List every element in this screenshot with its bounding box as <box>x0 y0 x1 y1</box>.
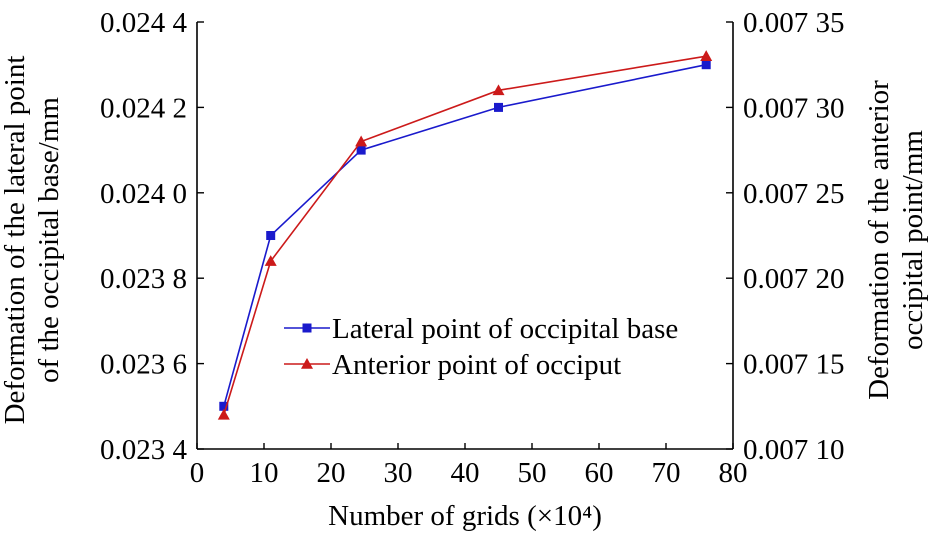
series-1-point <box>494 102 503 112</box>
y-left-tick-label: 0.023 8 <box>100 263 187 295</box>
y-right-tick-label: 0.007 15 <box>743 349 845 381</box>
legend-label-2: Anterior point of occiput <box>332 349 621 381</box>
y-right-tick-label: 0.007 25 <box>743 178 845 210</box>
series-1-point <box>356 145 366 155</box>
y-left-tick-label: 0.024 2 <box>100 92 187 124</box>
y-left-tick-label: 0.023 4 <box>100 434 188 466</box>
y-right-tick-label: 0.007 35 <box>743 7 845 39</box>
legend-marker-triangle <box>301 358 313 369</box>
series-1-point <box>701 60 711 70</box>
x-tick-label: 60 <box>585 457 614 489</box>
series-2-point <box>492 84 505 96</box>
y-left-axis-title: Deformation of the lateral pointof the o… <box>0 56 65 425</box>
x-tick-label: 80 <box>719 457 748 489</box>
legend-label-1: Lateral point of occipital base <box>332 313 678 345</box>
y-left-tick-label: 0.024 0 <box>100 178 187 210</box>
axes: Deformation of the lateral pointof the o… <box>0 22 929 450</box>
x-axis-title: Number of grids (×10⁴) <box>328 500 602 532</box>
series-2-point <box>700 50 713 61</box>
y-right-axis-title: Deformation of the anterioroccipital poi… <box>863 80 929 400</box>
series-2-point <box>217 408 230 420</box>
y-left-tick-label: 0.024 4 <box>100 7 188 39</box>
x-tick-label: 40 <box>451 457 480 489</box>
x-tick-label: 50 <box>518 457 547 489</box>
ticks: 0 10 20 30 40 50 60 70 80 0.023 4 0.023 6 0.023 8 0.… <box>100 7 845 489</box>
legend: Lateral point of occipital base Anterior … <box>284 313 678 381</box>
series-1-point <box>266 231 276 240</box>
x-tick-label: 10 <box>250 457 279 489</box>
x-tick-label: 70 <box>652 457 681 489</box>
series-layer <box>217 50 713 420</box>
x-tick-label: 20 <box>317 457 346 489</box>
y-right-tick-label: 0.007 30 <box>743 92 845 124</box>
x-tick-label: 30 <box>384 457 413 489</box>
series-1-point <box>219 401 229 411</box>
y-right-tick-label: 0.007 10 <box>743 434 845 466</box>
legend-marker-square <box>302 323 312 333</box>
series-2-point <box>355 135 368 147</box>
series-2-point <box>264 255 277 266</box>
y-left-tick-label: 0.023 6 <box>100 349 187 381</box>
x-tick-label: 0 <box>190 457 205 489</box>
y-right-tick-label: 0.007 20 <box>743 263 845 295</box>
